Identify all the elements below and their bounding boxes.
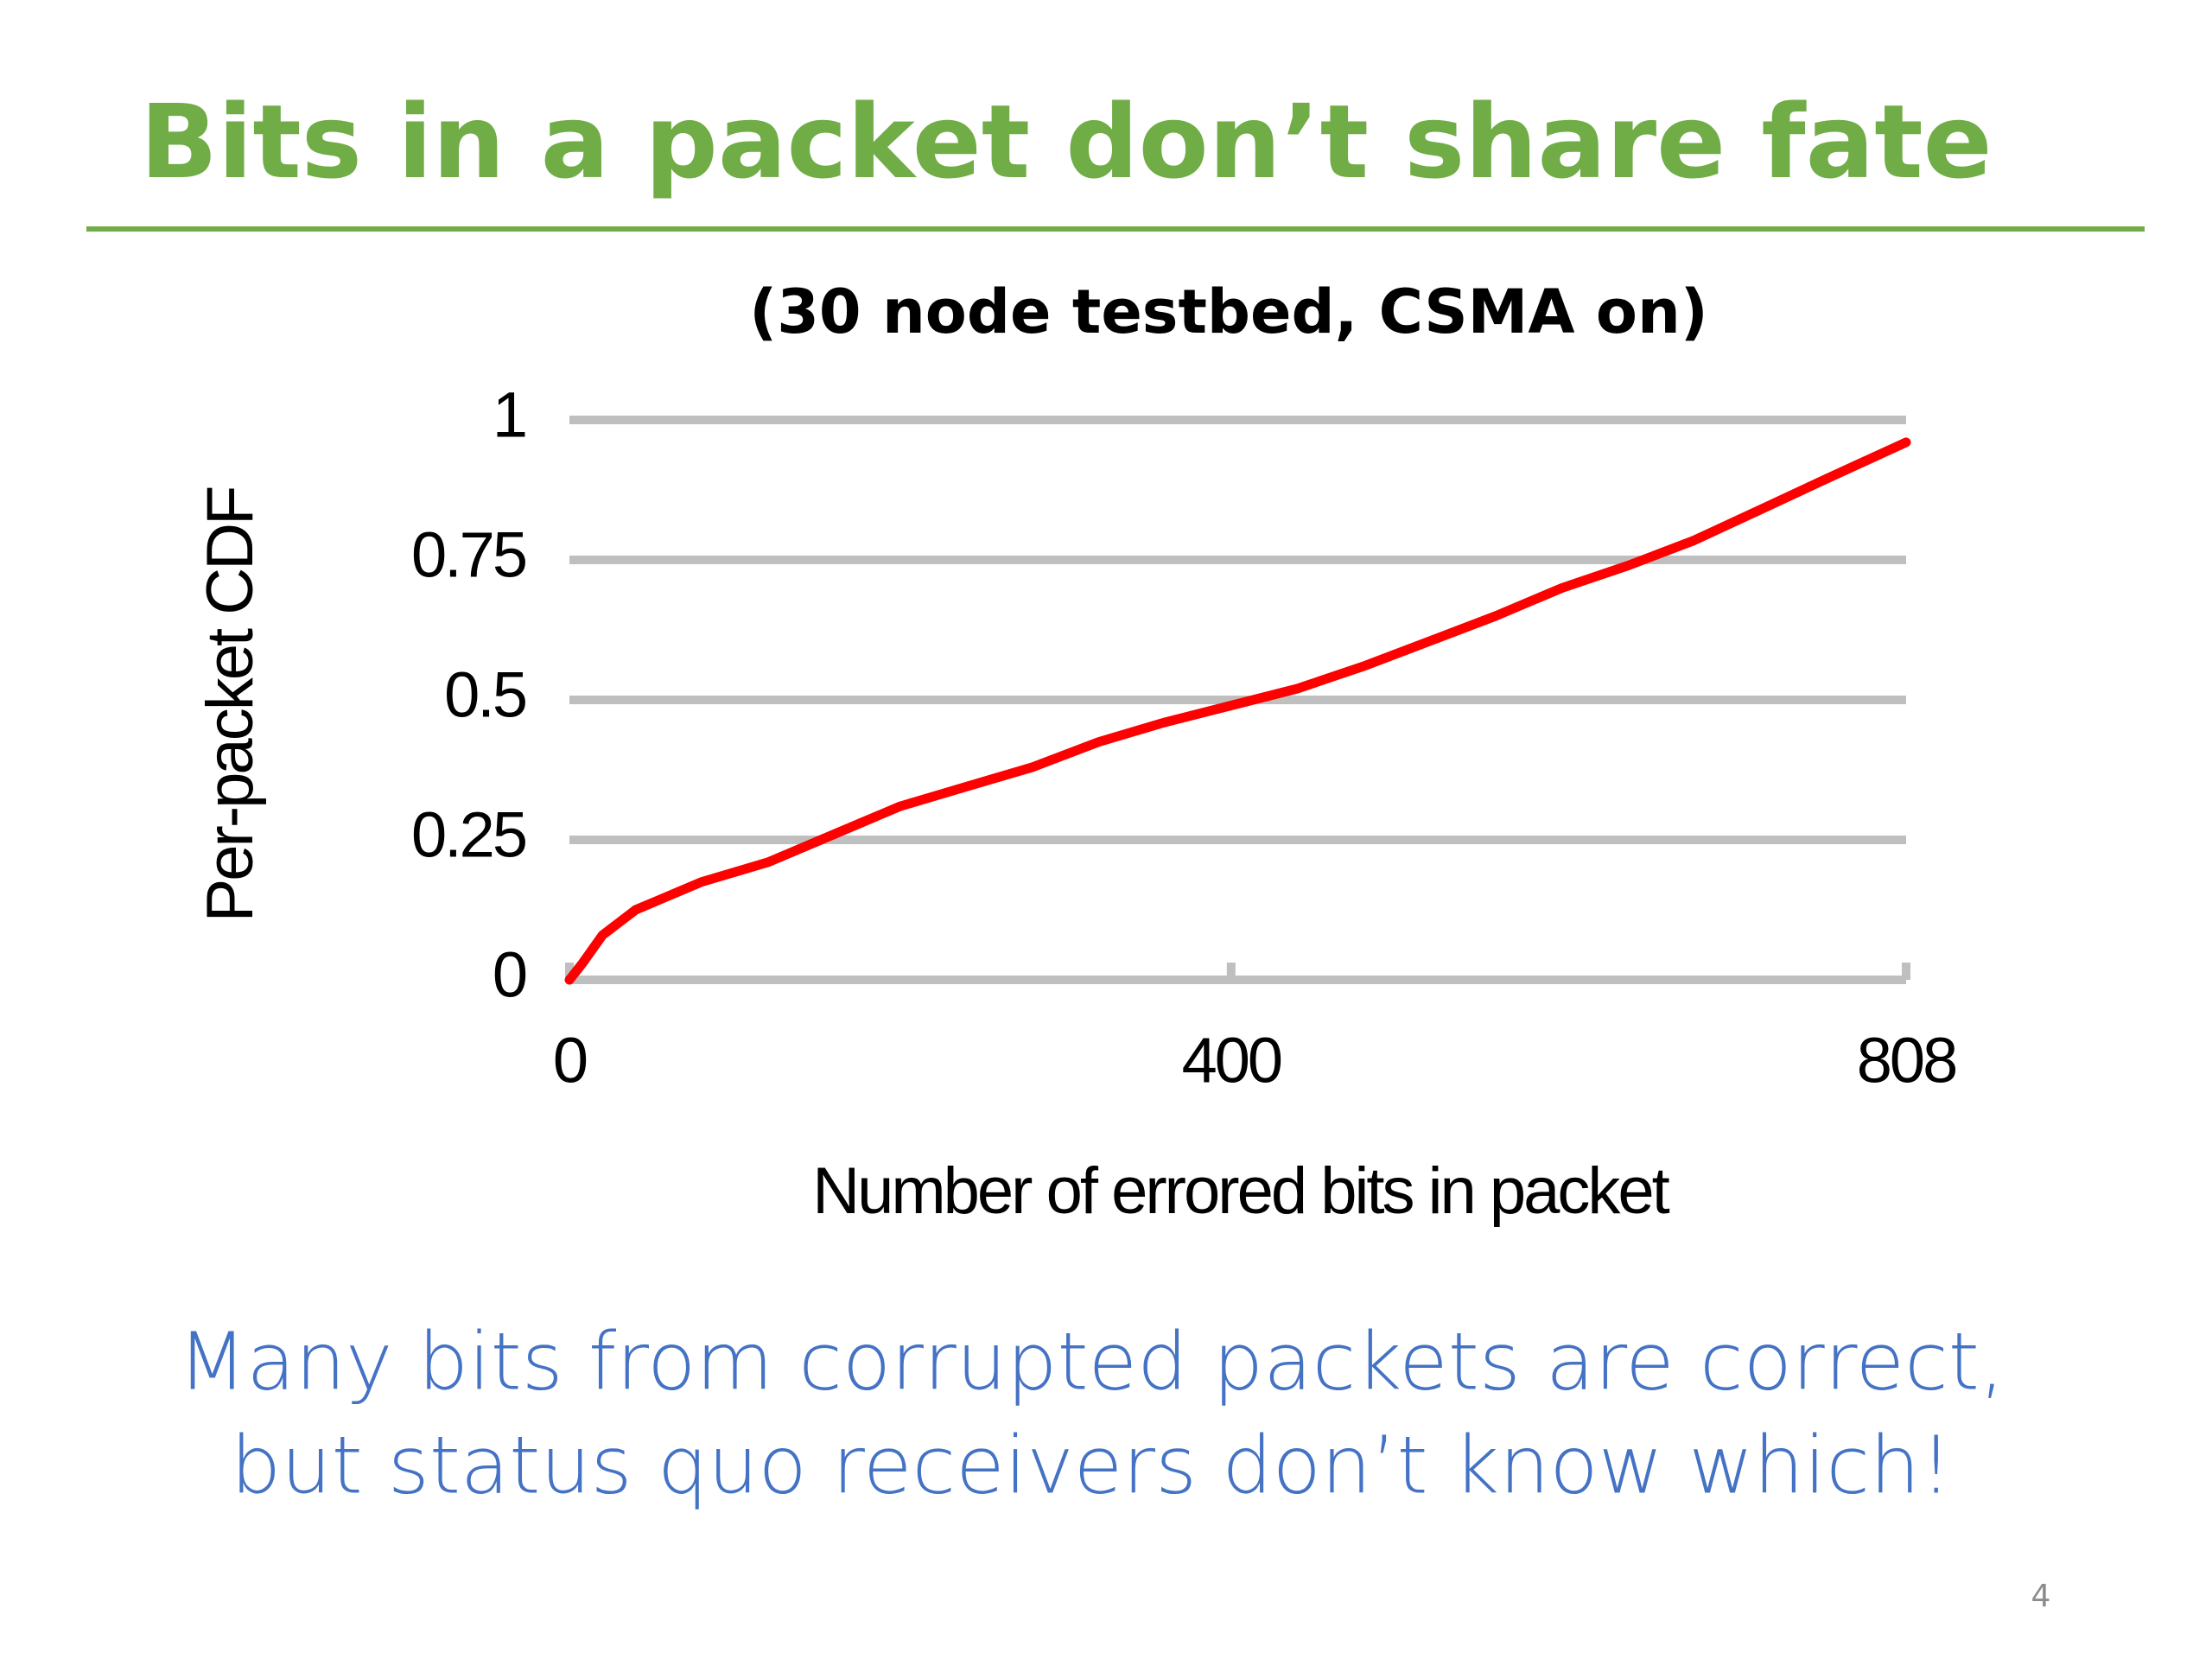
chart-title: (30 node testbed, CSMA on): [749, 276, 1708, 347]
slide-title: Bits in a packet don’t share fate: [140, 82, 1993, 201]
caption-line: but status quo receivers don’t know whic…: [231, 1420, 1952, 1512]
x-tick-label: 400: [1182, 1025, 1281, 1096]
y-tick-label: 0: [493, 939, 526, 1011]
data-line: [564, 437, 1911, 985]
x-tick-label: 0: [553, 1025, 587, 1096]
caption-line: Many bits from corrupted packets are cor…: [178, 1316, 2005, 1408]
y-tick-label: 0.5: [444, 659, 526, 731]
x-axis-label: Number of errored bits in packet: [812, 1154, 1669, 1228]
y-tick-label: 1: [493, 379, 525, 451]
y-axis-label: Per-packet CDF: [194, 487, 267, 922]
x-tick-label: 808: [1857, 1025, 1955, 1096]
page-number: 4: [2031, 1579, 2051, 1614]
y-tick-label: 0.25: [411, 799, 526, 871]
y-tick-label: 0.75: [411, 519, 526, 591]
